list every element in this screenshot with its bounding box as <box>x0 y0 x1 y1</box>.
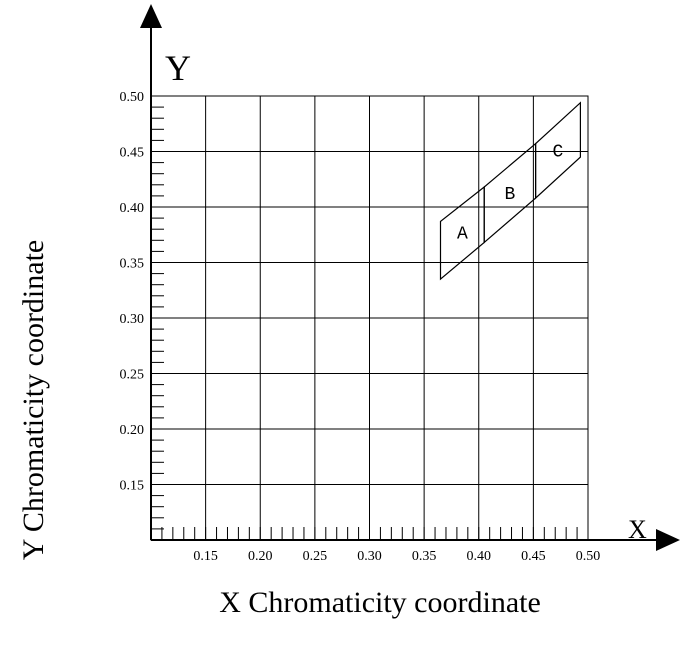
y-axis-arrow-icon <box>140 4 162 28</box>
y-axis-title: Y Chromaticity coordinate <box>17 240 50 560</box>
region-c-label: C <box>553 142 564 162</box>
x-tick-label: 0.45 <box>521 549 546 564</box>
y-tick-labels: 0.15 0.20 0.25 0.30 0.35 0.40 0.45 0.50 <box>120 90 145 494</box>
region-a-label: A <box>457 225 468 245</box>
grid-lines <box>151 95 589 540</box>
x-tick-label: 0.15 <box>193 549 218 564</box>
x-tick-label: 0.25 <box>303 549 328 564</box>
y-axis-letter: Y <box>165 48 191 88</box>
y-tick-label: 0.35 <box>120 257 145 272</box>
chromaticity-regions: A B C <box>439 101 582 281</box>
y-tick-label: 0.25 <box>120 368 145 383</box>
x-tick-label: 0.35 <box>412 549 437 564</box>
minor-ticks <box>151 106 578 540</box>
region-b-label: B <box>504 185 515 205</box>
x-tick-labels: 0.15 0.20 0.25 0.30 0.35 0.40 0.45 0.50 <box>193 549 600 564</box>
y-tick-label: 0.30 <box>120 312 145 327</box>
y-tick-label: 0.50 <box>120 90 145 105</box>
region-c-polygon <box>534 101 582 200</box>
x-axis-title: X Chromaticity coordinate <box>219 586 541 619</box>
axes <box>140 4 680 551</box>
x-tick-label: 0.30 <box>357 549 382 564</box>
y-tick-label: 0.15 <box>120 479 145 494</box>
x-tick-label: 0.40 <box>467 549 492 564</box>
y-tick-label: 0.20 <box>120 423 145 438</box>
y-tick-label: 0.45 <box>120 146 145 161</box>
x-axis-letter: X <box>628 515 647 544</box>
y-tick-label: 0.40 <box>120 201 145 216</box>
x-axis-arrow-icon <box>656 529 680 551</box>
x-tick-label: 0.50 <box>576 549 601 564</box>
x-tick-label: 0.20 <box>248 549 273 564</box>
